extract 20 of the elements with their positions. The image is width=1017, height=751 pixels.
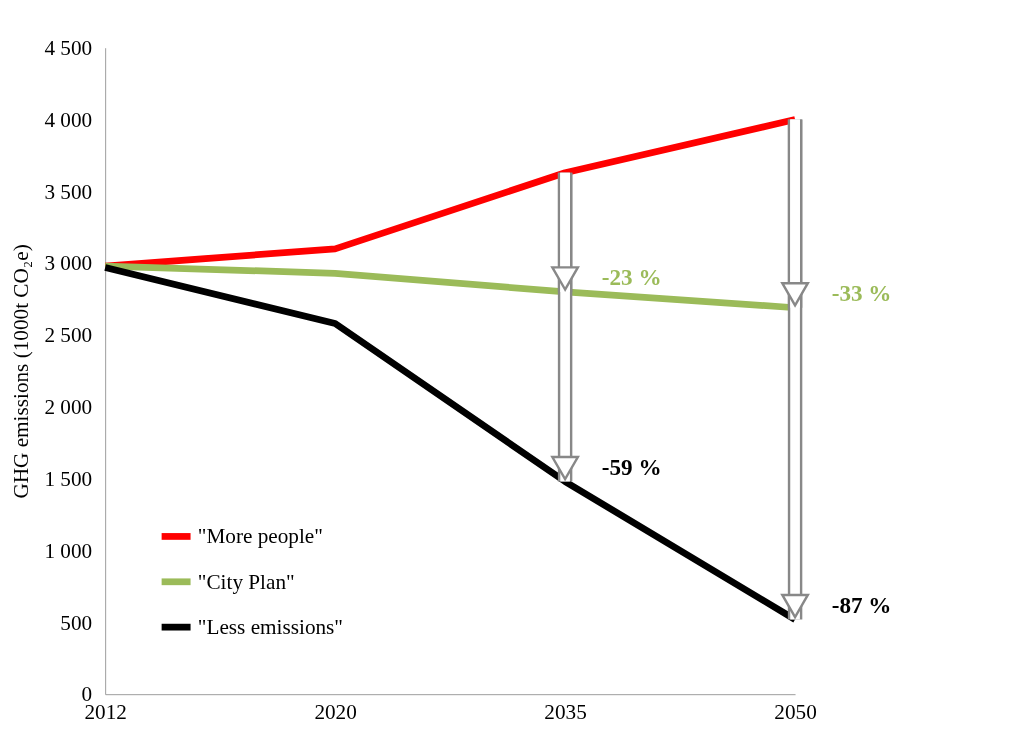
y-tick-label: 3 500 xyxy=(44,179,93,204)
y-axis-title: GHG emissions (1000t CO₂e) xyxy=(8,244,33,499)
x-tick-label: 2050 xyxy=(774,699,817,724)
y-tick-label: 500 xyxy=(60,610,93,635)
x-tick-label: 2020 xyxy=(314,699,357,724)
legend-label: "More people" xyxy=(197,524,323,549)
annotation: -59 % xyxy=(601,453,662,480)
y-tick-label: 4 500 xyxy=(44,35,93,60)
y-tick-label: 2 000 xyxy=(44,395,93,420)
x-tick-label: 2035 xyxy=(544,699,587,724)
y-tick-label: 1 000 xyxy=(44,538,93,563)
legend-label: "City Plan" xyxy=(197,569,295,594)
annotation: -87 % xyxy=(831,591,892,618)
annotation: -33 % xyxy=(831,280,892,306)
annotation: -23 % xyxy=(601,264,662,291)
y-tick-label: 2 500 xyxy=(44,323,93,348)
y-tick-label: 3 000 xyxy=(44,251,93,276)
y-tick-label: 1 500 xyxy=(44,466,93,491)
legend-label: "Less emissions" xyxy=(197,614,344,639)
y-tick-label: 4 000 xyxy=(44,107,93,132)
